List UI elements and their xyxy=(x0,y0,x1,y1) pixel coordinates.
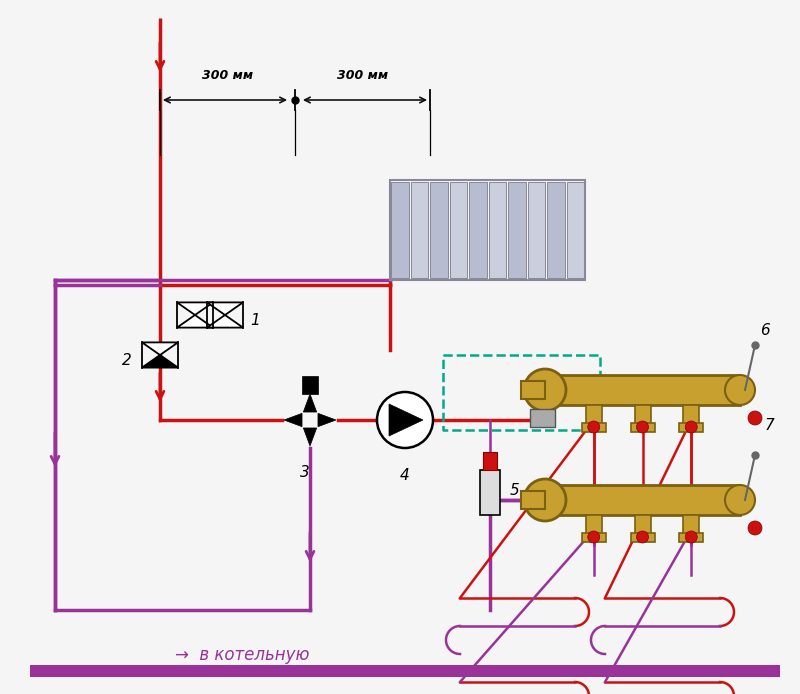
Bar xyxy=(582,423,606,432)
Text: 300 мм: 300 мм xyxy=(202,69,253,82)
Polygon shape xyxy=(284,414,302,427)
Bar xyxy=(679,533,703,542)
Bar xyxy=(391,182,409,278)
Bar xyxy=(586,405,602,425)
Bar xyxy=(469,182,486,278)
Circle shape xyxy=(524,479,566,521)
Bar xyxy=(630,423,654,432)
Bar xyxy=(545,375,740,405)
Bar xyxy=(679,423,703,432)
Text: 1: 1 xyxy=(250,312,260,328)
Bar xyxy=(410,182,428,278)
Circle shape xyxy=(686,531,698,543)
Bar xyxy=(521,491,545,509)
Text: 5: 5 xyxy=(510,482,520,498)
Polygon shape xyxy=(142,355,178,368)
Circle shape xyxy=(725,375,755,405)
Polygon shape xyxy=(303,428,317,446)
Polygon shape xyxy=(389,404,423,436)
Bar xyxy=(450,182,467,278)
Circle shape xyxy=(686,421,698,433)
Text: →  в котельную: → в котельную xyxy=(175,646,310,664)
Circle shape xyxy=(588,531,600,543)
Text: 4: 4 xyxy=(400,468,410,483)
Text: 3: 3 xyxy=(300,465,310,480)
Bar xyxy=(521,381,545,399)
Bar xyxy=(480,470,500,515)
Polygon shape xyxy=(207,303,243,315)
Bar xyxy=(527,182,545,278)
Bar xyxy=(30,665,780,677)
Bar xyxy=(390,180,585,280)
Bar xyxy=(547,182,565,278)
Circle shape xyxy=(524,369,566,411)
Text: 6: 6 xyxy=(760,323,770,337)
Text: 7: 7 xyxy=(765,418,774,432)
Bar xyxy=(530,409,555,427)
Polygon shape xyxy=(177,303,213,315)
Circle shape xyxy=(377,392,433,448)
Text: 2: 2 xyxy=(122,353,132,368)
Bar xyxy=(566,182,584,278)
Bar xyxy=(483,452,497,470)
Polygon shape xyxy=(142,342,178,355)
Circle shape xyxy=(637,421,649,433)
Polygon shape xyxy=(303,394,317,412)
Bar xyxy=(302,376,318,394)
Bar xyxy=(582,533,606,542)
Bar xyxy=(630,533,654,542)
Text: 300 мм: 300 мм xyxy=(337,69,388,82)
Bar xyxy=(683,405,699,425)
Bar xyxy=(430,182,447,278)
Circle shape xyxy=(588,421,600,433)
Polygon shape xyxy=(177,315,213,328)
Circle shape xyxy=(748,521,762,535)
Bar xyxy=(634,405,650,425)
Bar xyxy=(634,515,650,535)
Bar xyxy=(508,182,526,278)
Bar xyxy=(545,485,740,515)
Bar xyxy=(489,182,506,278)
Bar xyxy=(586,515,602,535)
Bar xyxy=(683,515,699,535)
Circle shape xyxy=(748,411,762,425)
Circle shape xyxy=(637,531,649,543)
Polygon shape xyxy=(318,414,336,427)
Polygon shape xyxy=(207,315,243,328)
Circle shape xyxy=(725,485,755,515)
